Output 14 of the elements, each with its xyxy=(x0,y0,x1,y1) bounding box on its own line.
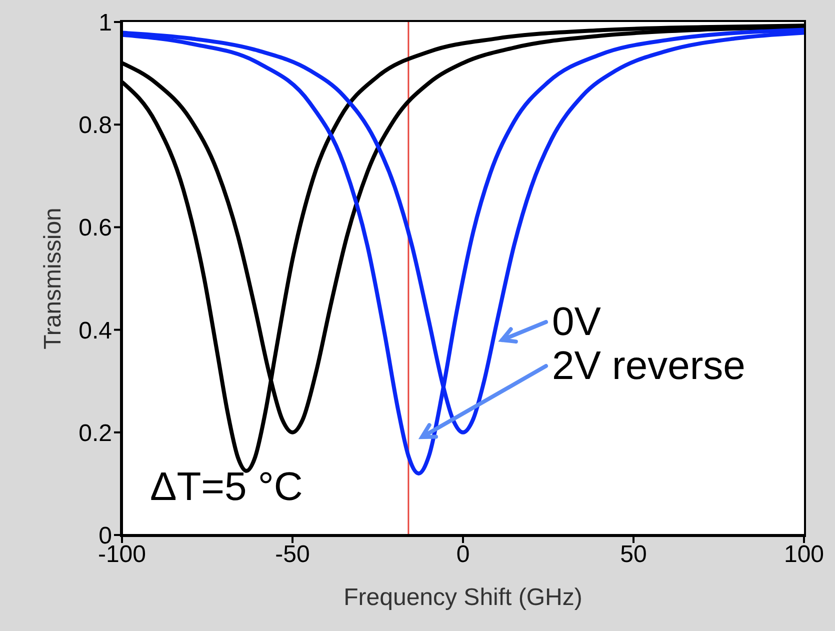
x-tick-label: 100 xyxy=(784,541,824,568)
y-tick-label: 0.2 xyxy=(78,420,112,447)
annotation: ΔT=5 °C xyxy=(150,465,303,510)
x-tick-label: -50 xyxy=(275,541,310,568)
x-tick-label: 0 xyxy=(456,541,470,568)
annotation: 2V reverse xyxy=(552,344,746,389)
x-tick-label: 50 xyxy=(620,541,647,568)
y-tick-label: 1 xyxy=(98,10,112,37)
x-axis-title: Frequency Shift (GHz) xyxy=(344,584,582,611)
y-tick-label: 0.8 xyxy=(78,112,112,140)
y-axis-title: Transmission xyxy=(40,208,67,350)
y-tick-label: 0.6 xyxy=(78,214,112,242)
annotation: 0V xyxy=(552,300,601,345)
y-tick-label: 0.4 xyxy=(78,317,112,344)
